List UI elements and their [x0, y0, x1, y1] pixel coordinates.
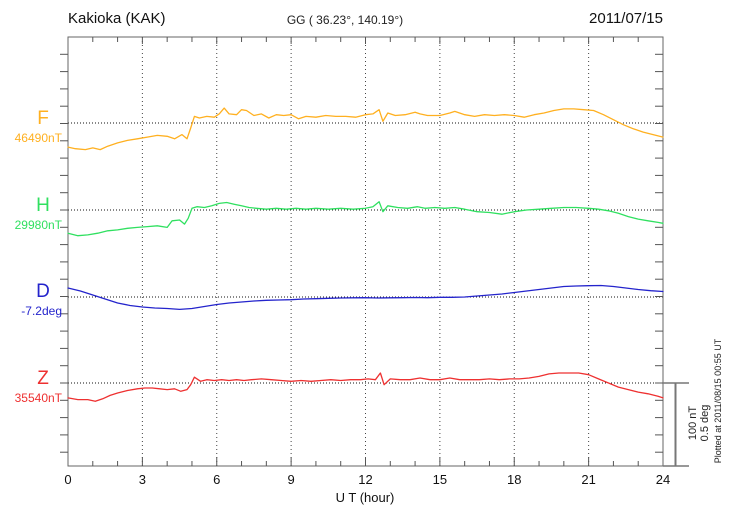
x-tick-label-18: 18 [507, 472, 522, 487]
x-tick-label-0: 0 [64, 472, 72, 487]
curve-D [67, 284, 664, 311]
scale-bar-label-deg: 0.5 deg [699, 404, 711, 442]
channel-D-value: -7.2deg [21, 304, 62, 318]
scale-bar-label-nt: 100 nT [687, 405, 699, 441]
x-tick-label-6: 6 [213, 472, 221, 487]
x-tick-label-15: 15 [432, 472, 448, 487]
channel-F-value: 46490nT [14, 131, 62, 145]
x-tick-label-9: 9 [287, 472, 295, 487]
scale-bar-label: 100 nT 0.5 deg [687, 401, 711, 445]
x-tick-label-3: 3 [138, 472, 146, 487]
channel-F-label: F [37, 108, 49, 129]
channel-Z-value: 35540nT [14, 391, 62, 405]
curve-H [67, 201, 664, 237]
channel-H-label: H [36, 195, 50, 216]
curve-F [67, 107, 664, 151]
x-axis-title: U T (hour) [335, 490, 395, 505]
observatory-coordinates: GG ( 36.23°, 140.19°) [286, 13, 404, 27]
plot-date: 2011/07/15 [589, 10, 663, 27]
plotted-at-note: Plotted at 2011/08/15 00:55 UT [713, 338, 723, 464]
x-tick-label-24: 24 [655, 472, 671, 487]
channel-Z-label: Z [37, 368, 49, 389]
channel-D-label: D [36, 281, 50, 302]
curve-Z [67, 372, 664, 402]
channel-H-value: 29980nT [14, 218, 62, 232]
x-tick-label-21: 21 [581, 472, 596, 487]
station-title: Kakioka (KAK) [68, 10, 166, 27]
x-tick-label-12: 12 [358, 472, 373, 487]
